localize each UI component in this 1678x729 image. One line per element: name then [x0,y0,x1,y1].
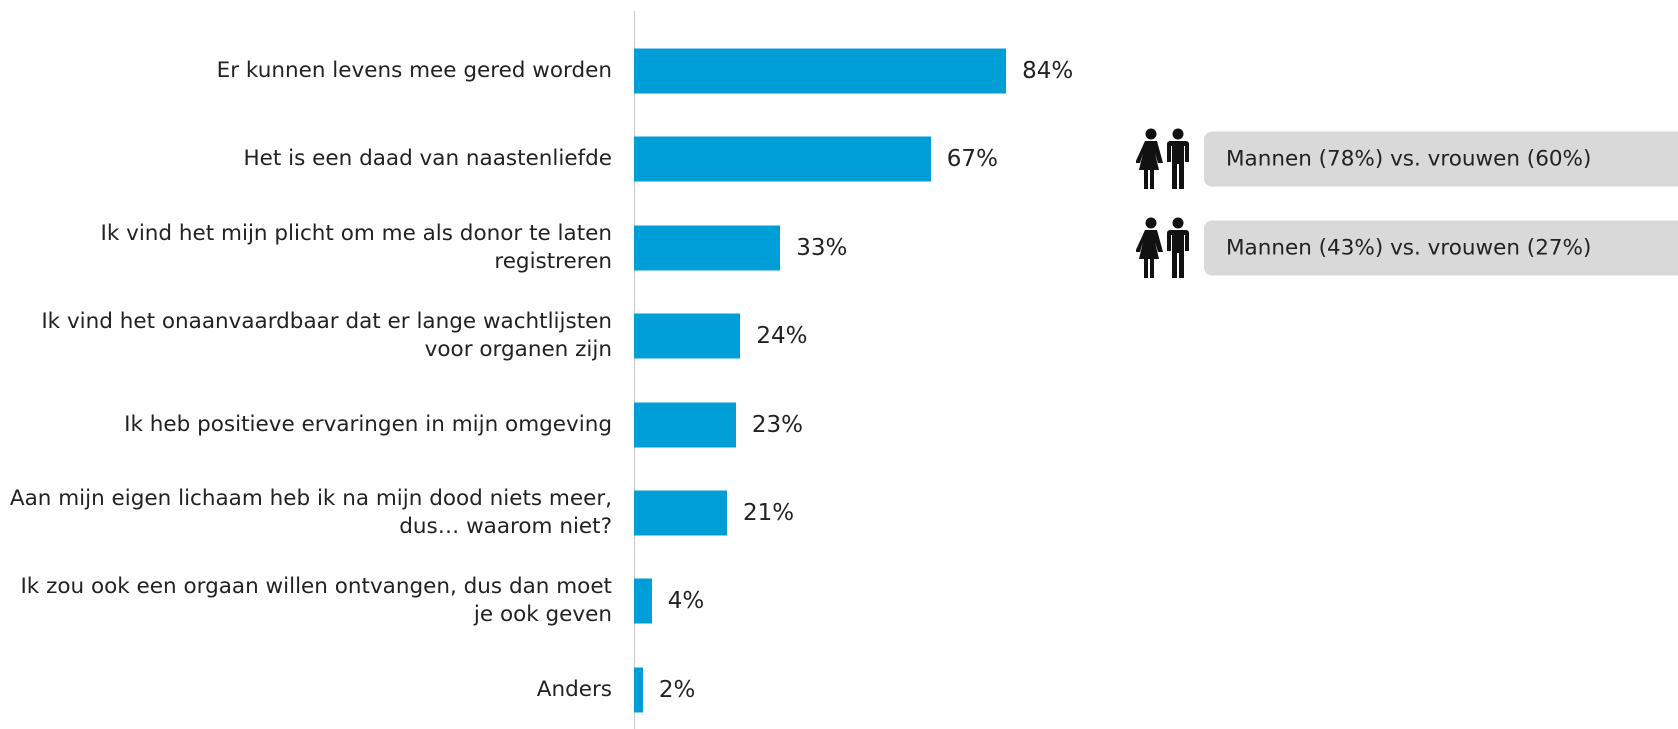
annotation: Mannen (78%) vs. vrouwen (60%) [1204,131,1678,187]
bar [634,578,652,624]
bar [634,136,931,182]
gender-icon [1135,128,1194,190]
annotation: Mannen (43%) vs. vrouwen (27%) [1204,220,1678,276]
axis-line [634,11,635,729]
bar [634,667,643,713]
value-label: 33% [796,234,848,261]
value-label: 21% [743,500,795,526]
bar [634,313,741,359]
category-label: Ik vind het mijn plicht om me als donor … [100,220,612,274]
bar [634,48,1007,94]
bar [634,225,781,271]
value-label: 2% [658,676,696,703]
category-label: Ik heb positieve ervaringen in mijn omge… [124,411,612,437]
value-label: 23% [751,411,803,438]
value-label: 67% [946,146,998,173]
bar [634,490,728,536]
category-label: Ik vind het onaanvaardbaar dat er lange … [41,309,612,363]
value-label: 24% [756,323,808,350]
category-label: Aan mijn eigen lichaam heb ik na mijn do… [9,486,612,539]
category-label: Ik zou ook een orgaan willen ontvangen, … [20,574,612,628]
value-label: 84% [1022,58,1074,84]
category-label: Er kunnen levens mee gered worden [216,58,612,83]
value-label: 4% [667,588,705,615]
category-label: Het is een daad van naastenliefde [243,146,612,172]
category-label: Anders [536,676,612,702]
bar [634,402,736,448]
gender-icon [1135,217,1194,279]
